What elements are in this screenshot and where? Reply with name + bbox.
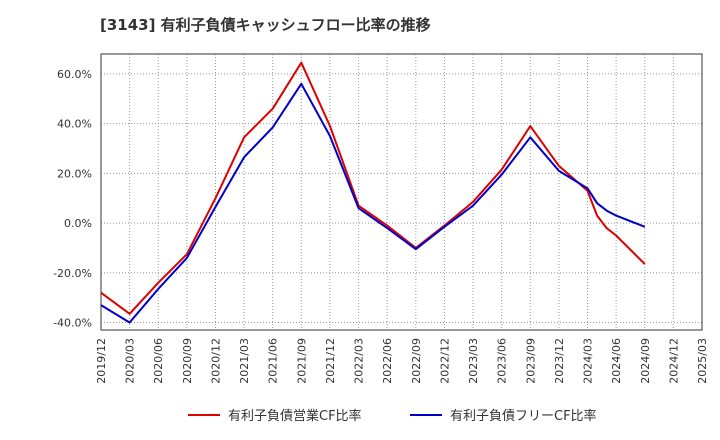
x-tick-label: 2020/06: [152, 338, 165, 384]
x-tick-label: 2020/12: [209, 338, 222, 384]
x-tick-label: 2023/06: [496, 338, 509, 384]
x-tick-label: 2024/12: [667, 338, 680, 384]
x-tick-label: 2022/03: [353, 338, 366, 384]
y-tick-label: 60.0%: [57, 68, 92, 81]
x-tick-label: 2023/12: [553, 338, 566, 384]
y-tick-label: 40.0%: [57, 118, 92, 131]
x-tick-label: 2019/12: [95, 338, 108, 384]
x-tick-label: 2024/03: [582, 338, 595, 384]
legend-layer: 有利子負債営業CF比率 有利子負債フリーCF比率: [188, 408, 597, 424]
x-tick-label: 2021/06: [267, 338, 280, 384]
grid-layer: [100, 54, 703, 330]
y-tick-label: -40.0%: [53, 317, 92, 330]
x-tick-label: 2021/12: [324, 338, 337, 384]
x-tick-label: 2025/03: [696, 338, 709, 384]
series-line-2: [100, 82, 646, 324]
x-tick-label: 2023/09: [524, 338, 537, 384]
x-tick-label: 2020/03: [124, 338, 137, 384]
series-layer: [100, 61, 646, 324]
x-tick-label: 2024/09: [639, 338, 652, 384]
x-tick-layer: 2019/12 2020/03 2020/06 2020/09 2020/12 2021/…: [95, 338, 709, 384]
y-tick-label: -20.0%: [53, 267, 92, 280]
legend-label-2: 有利子負債フリーCF比率: [450, 408, 597, 424]
chart-title: [3143] 有利子負債キャッシュフロー比率の推移: [100, 16, 431, 34]
plot-border: [100, 53, 703, 331]
y-tick-layer: 60.0% 40.0% 20.0% 0.0% -20.0% -40.0%: [53, 68, 92, 330]
x-tick-label: 2020/09: [181, 338, 194, 384]
y-tick-label: 0.0%: [64, 217, 92, 230]
y-tick-label: 20.0%: [57, 167, 92, 180]
x-tick-label: 2021/09: [295, 338, 308, 384]
series-line-1: [100, 61, 646, 315]
x-tick-label: 2022/09: [410, 338, 423, 384]
x-tick-label: 2021/03: [238, 338, 251, 384]
x-tick-label: 2023/03: [467, 338, 480, 384]
x-tick-label: 2024/06: [610, 338, 623, 384]
legend-label-1: 有利子負債営業CF比率: [228, 408, 362, 424]
x-tick-label: 2022/06: [381, 338, 394, 384]
x-tick-label: 2022/12: [438, 338, 451, 384]
